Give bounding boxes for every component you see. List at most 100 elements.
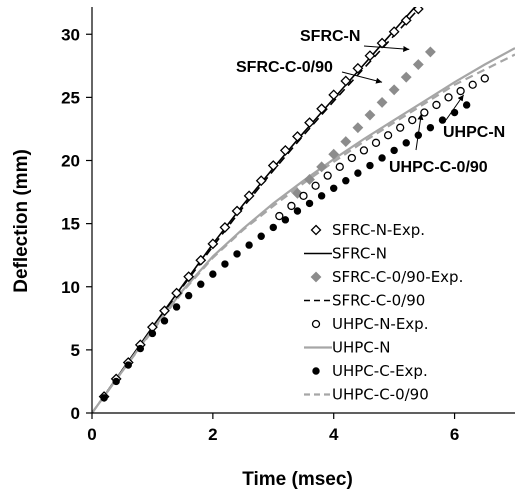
point-uhpc-c-exp [426, 123, 435, 132]
point-uhpc-c-exp [112, 377, 120, 386]
point-uhpc-n-exp [480, 74, 489, 83]
point-sfrc-n-exp [340, 75, 352, 87]
point-sfrc-c-0-90-exp [388, 84, 400, 96]
point-sfrc-c-0-90-exp [424, 46, 436, 58]
annotation-label: SFRC-C-0/90 [236, 59, 333, 76]
point-sfrc-n-exp [352, 62, 364, 74]
point-uhpc-n-exp [420, 108, 429, 117]
annotation-sfrc-c-0-90: SFRC-C-0/90 [236, 59, 383, 84]
point-uhpc-c-exp [160, 317, 169, 325]
y-tick-label: 0 [71, 404, 80, 423]
point-uhpc-c-exp [366, 161, 374, 170]
series-uhpc-n-exp [275, 74, 489, 221]
annotations-layer: SFRC-N SFRC-C-0/90 UHPC-N UHPC-C-0/90 [236, 28, 505, 176]
point-sfrc-c-0-90-exp [316, 161, 328, 173]
point-sfrc-n-exp [267, 160, 279, 171]
point-sfrc-c-0-90-exp [352, 122, 364, 134]
legend: SFRC-N-Exp. SFRC-N SFRC-C-0/90-Exp. SFRC-C-… [304, 221, 463, 404]
legend-entry-uhpc-n: UHPC-N [304, 339, 390, 357]
x-tick-label: 4 [329, 425, 339, 444]
point-sfrc-n-exp [231, 205, 243, 217]
point-uhpc-c-exp [330, 184, 338, 192]
point-uhpc-c-exp [184, 291, 193, 300]
y-tick-label: 20 [61, 152, 80, 171]
point-sfrc-n-exp [243, 190, 255, 202]
point-uhpc-n-exp [287, 201, 296, 211]
line-uhpc-c-0-90 [92, 53, 515, 413]
legend-swatch [310, 271, 322, 283]
point-uhpc-c-exp [233, 250, 241, 258]
point-sfrc-n-exp [304, 117, 315, 129]
series-sfrc-c-0-90-exp [292, 46, 436, 199]
point-uhpc-c-exp [390, 146, 398, 155]
line-uhpc-n [92, 47, 515, 413]
point-uhpc-c-exp [245, 241, 253, 249]
point-uhpc-n-exp [444, 93, 453, 102]
point-uhpc-n-exp [371, 138, 381, 147]
point-sfrc-n-exp [364, 50, 376, 62]
point-uhpc-c-exp [172, 303, 181, 311]
point-sfrc-n-exp [183, 271, 195, 283]
legend-swatch [310, 224, 322, 236]
legend-entry-sfrc-c-0-90-exp: SFRC-C-0/90-Exp. [310, 268, 463, 286]
point-uhpc-c-exp [293, 207, 302, 215]
y-tick-label: 15 [61, 215, 80, 234]
point-uhpc-c-exp [305, 199, 314, 208]
point-uhpc-n-exp [359, 146, 369, 155]
annotation-sfrc-n: SFRC-N [300, 28, 410, 52]
point-uhpc-c-exp [197, 280, 205, 288]
point-uhpc-c-exp [378, 154, 386, 162]
legend-label: SFRC-N-Exp. [332, 221, 425, 239]
point-uhpc-c-exp [124, 361, 132, 369]
point-uhpc-c-exp [354, 169, 362, 177]
series-layer [92, 7, 515, 413]
annotation-arrow [363, 45, 410, 52]
x-axis-label: Time (msec) [242, 469, 353, 490]
annotation-label: UHPC-C-0/90 [389, 159, 488, 176]
annotation-arrow [445, 94, 465, 121]
annotation-arrow [415, 113, 424, 151]
point-uhpc-c-exp [148, 329, 157, 338]
point-uhpc-c-exp [269, 223, 277, 232]
y-axis-label: Deflection (mm) [11, 149, 32, 293]
point-uhpc-n-exp [383, 131, 393, 140]
point-uhpc-n-exp [323, 171, 332, 180]
legend-label: SFRC-C-0/90-Exp. [332, 268, 463, 286]
legend-entry-sfrc-c-0-90: SFRC-C-0/90 [304, 292, 425, 310]
legend-swatch [312, 367, 320, 375]
point-sfrc-n-exp [328, 89, 340, 101]
annotation-uhpc-c-0-90: UHPC-C-0/90 [389, 113, 488, 176]
y-tick-label: 10 [61, 278, 80, 297]
legend-entry-sfrc-n: SFRC-N [304, 245, 387, 263]
point-uhpc-c-exp [136, 344, 145, 353]
point-uhpc-n-exp [299, 191, 308, 201]
point-sfrc-c-0-90-exp [400, 71, 412, 83]
legend-entry-sfrc-n-exp: SFRC-N-Exp. [310, 221, 425, 239]
point-sfrc-n-exp [316, 103, 328, 115]
y-tick-label: 25 [61, 88, 80, 107]
legend-label: UHPC-N [332, 339, 390, 357]
point-uhpc-c-exp [209, 270, 217, 278]
point-uhpc-c-exp [100, 394, 108, 402]
point-sfrc-n-exp [388, 26, 400, 38]
point-uhpc-n-exp [456, 86, 465, 96]
x-tick-label: 6 [450, 425, 459, 444]
point-uhpc-n-exp [396, 123, 405, 132]
point-uhpc-n-exp [347, 153, 356, 163]
annotation-label: SFRC-N [300, 28, 360, 45]
point-uhpc-c-exp [221, 260, 229, 268]
legend-entry-uhpc-c-exp: UHPC-C-Exp. [312, 362, 428, 380]
point-uhpc-c-exp [462, 101, 471, 109]
point-sfrc-n-exp [292, 131, 303, 142]
point-uhpc-c-exp [317, 192, 326, 200]
point-uhpc-n-exp [275, 211, 284, 221]
legend-swatch [311, 319, 321, 329]
point-uhpc-c-exp [342, 177, 350, 185]
series-uhpc-n [92, 47, 515, 413]
point-sfrc-c-0-90-exp [376, 97, 388, 108]
annotation-arrow [341, 71, 383, 84]
point-sfrc-n-exp [279, 144, 291, 156]
point-sfrc-n-exp [219, 221, 231, 233]
legend-entry-uhpc-c-0-90: UHPC-C-0/90 [304, 386, 429, 404]
